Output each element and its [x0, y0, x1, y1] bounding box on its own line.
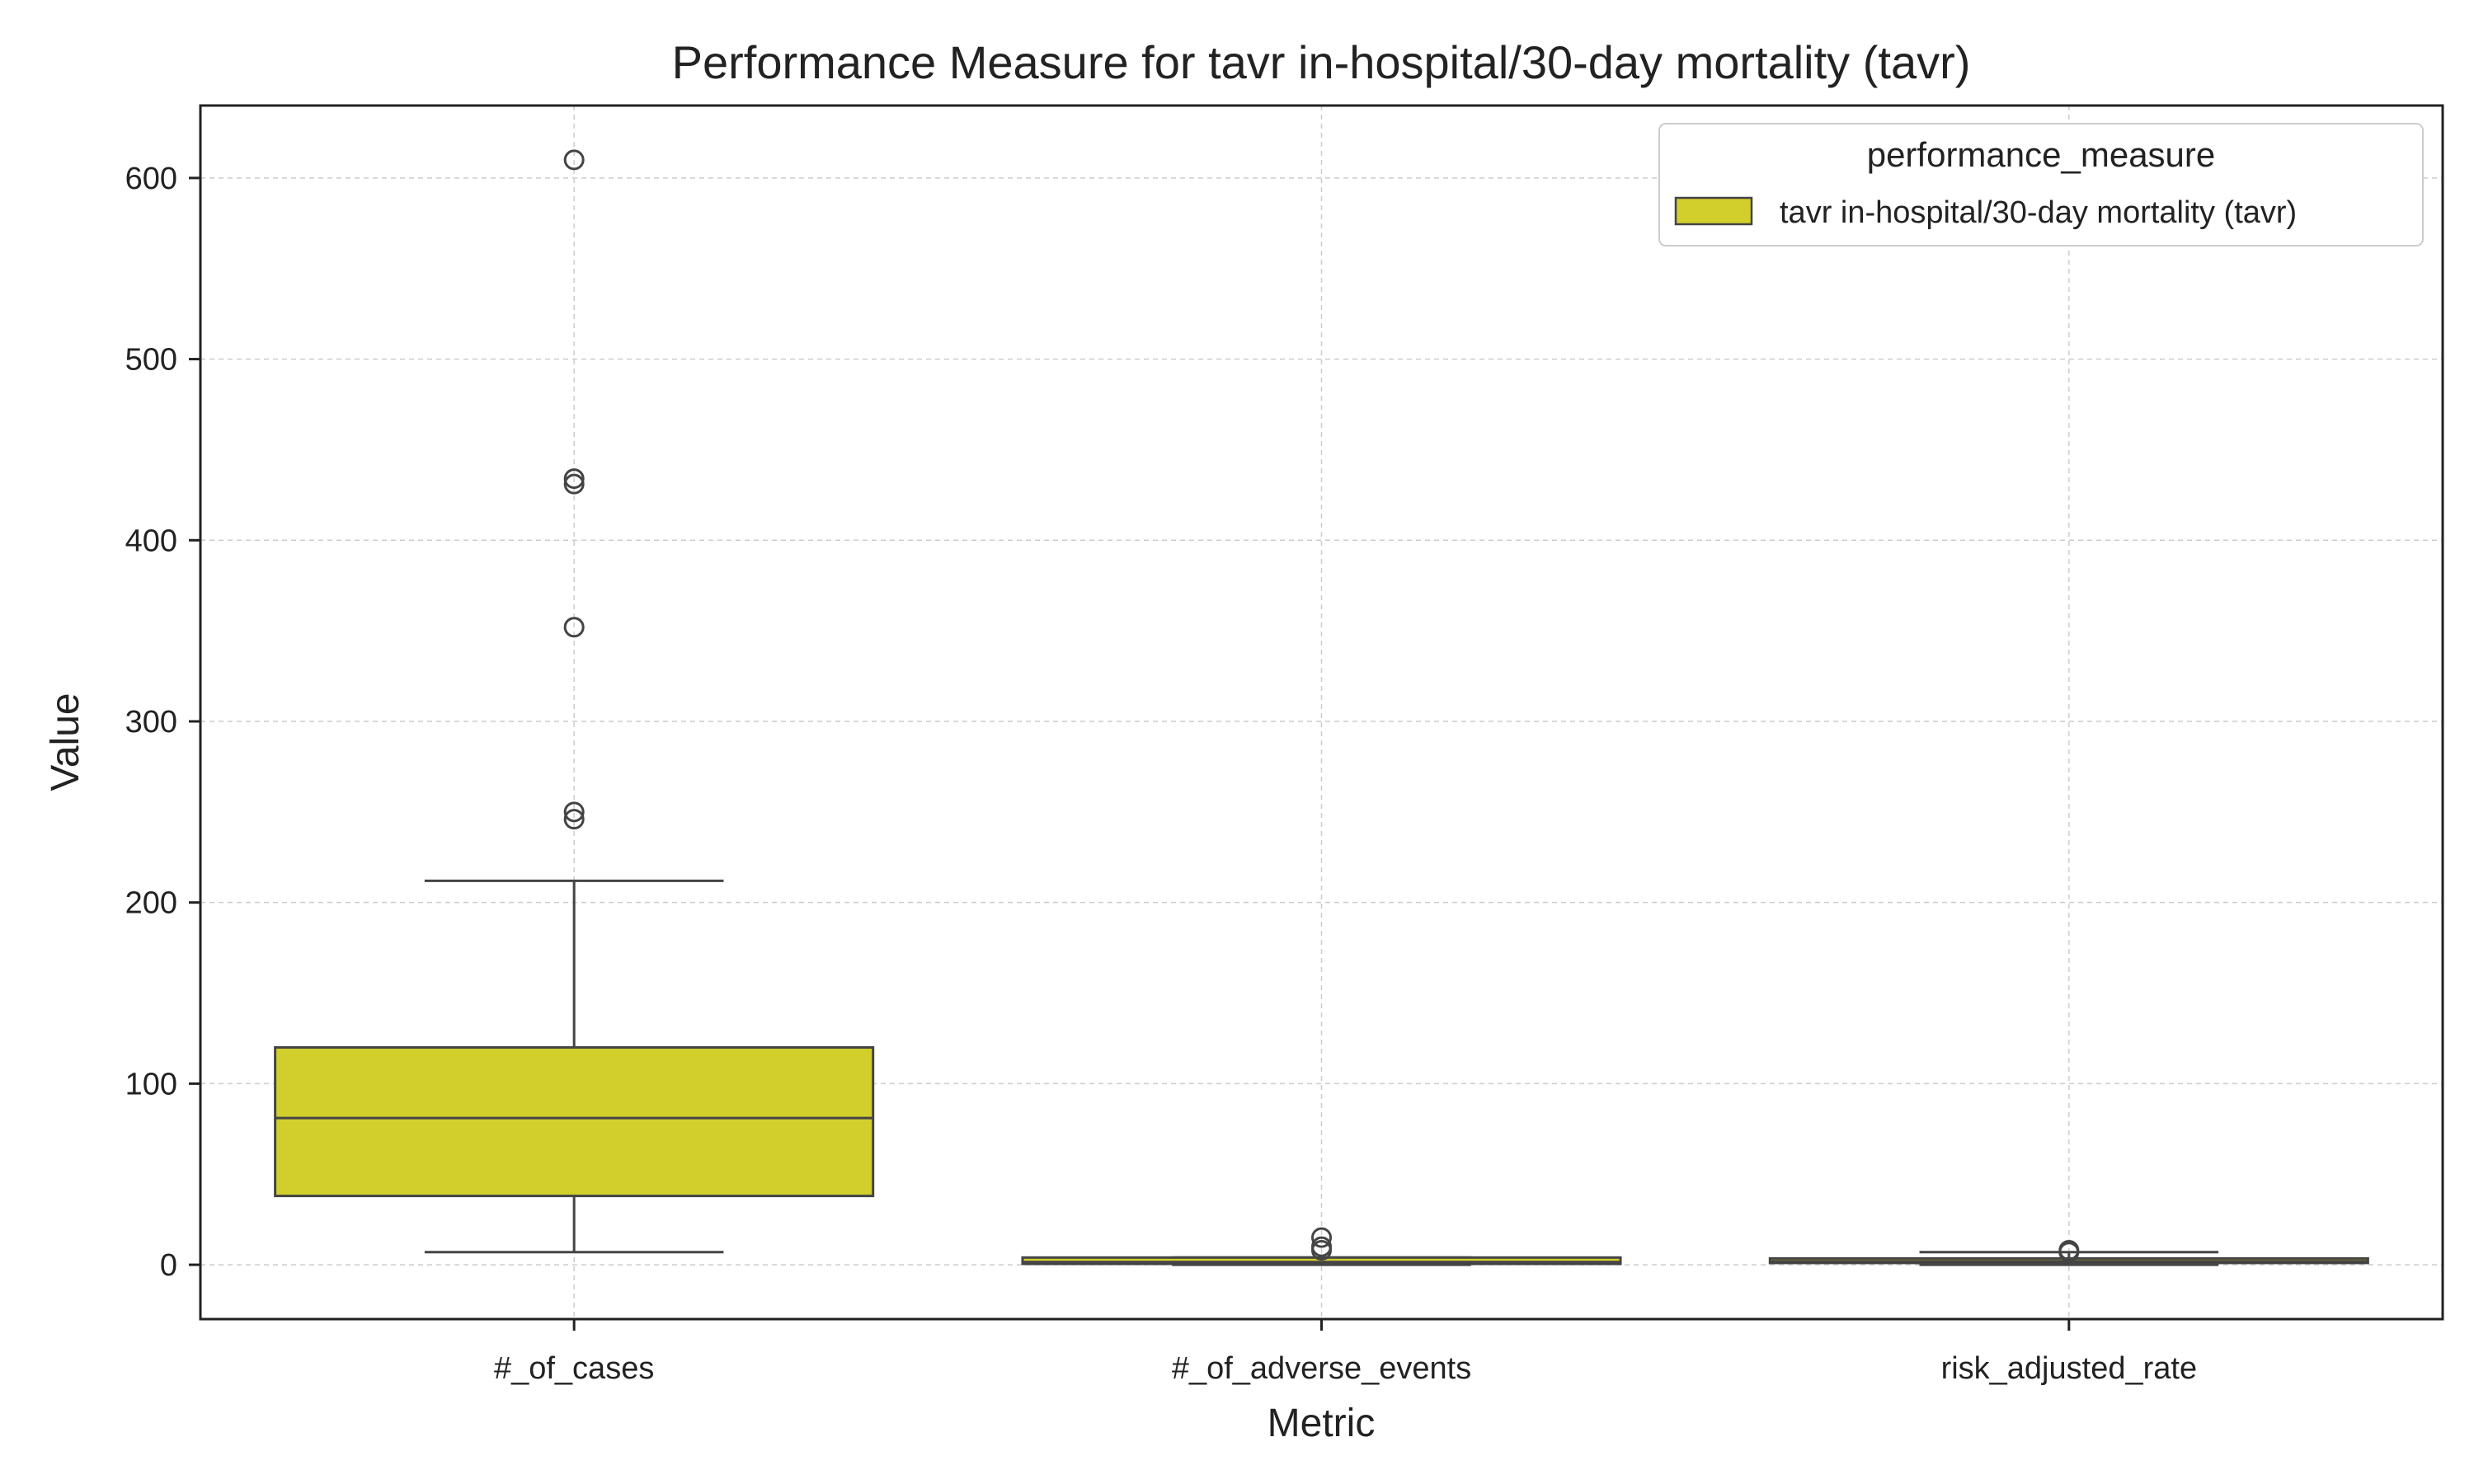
y-tick-label: 100 [125, 1067, 177, 1101]
y-tick-label: 600 [125, 162, 177, 196]
chart-title: Performance Measure for tavr in-hospital… [672, 36, 1971, 88]
box-outlier-point [563, 809, 585, 830]
box-outlier-point [2058, 1240, 2080, 1261]
box-outlier-point [563, 617, 585, 638]
legend-swatch [1674, 196, 1753, 226]
x-axis: #_of_cases #_of_adverse_events risk_adjust… [494, 1319, 2197, 1386]
y-tick-label: 500 [125, 343, 177, 378]
legend-frame [1658, 123, 2424, 247]
y-axis-label: Value [44, 693, 87, 791]
legend-entry-label: tavr in-hospital/30-day mortality (tavr) [1780, 195, 2297, 230]
box-iqr [274, 1045, 875, 1198]
box-series [274, 149, 2369, 1266]
box-outlier-point [563, 473, 585, 495]
legend: performance_measure tavr in-hospital/30-… [1658, 123, 2424, 247]
y-axis: 0 100 200 300 400 500 600 [125, 162, 200, 1283]
box-outlier-point [563, 149, 585, 171]
y-tick-label: 300 [125, 705, 177, 740]
x-axis-label: Metric [1268, 1402, 1376, 1445]
x-tick-label: #_of_adverse_events [1172, 1351, 1471, 1386]
box-iqr [1021, 1256, 1622, 1266]
box-outlier-point [1311, 1227, 1332, 1248]
y-tick-label: 0 [160, 1248, 177, 1283]
box-outlier-point [1311, 1236, 1332, 1257]
box-outlier-point [563, 801, 585, 823]
box-outlier-point [563, 468, 585, 490]
x-tick-label: risk_adjusted_rate [1941, 1351, 2198, 1386]
y-tick-label: 400 [125, 524, 177, 558]
y-tick-label: 200 [125, 886, 177, 921]
legend-title: performance_measure [1867, 135, 2216, 174]
x-tick-label: #_of_cases [494, 1351, 654, 1386]
